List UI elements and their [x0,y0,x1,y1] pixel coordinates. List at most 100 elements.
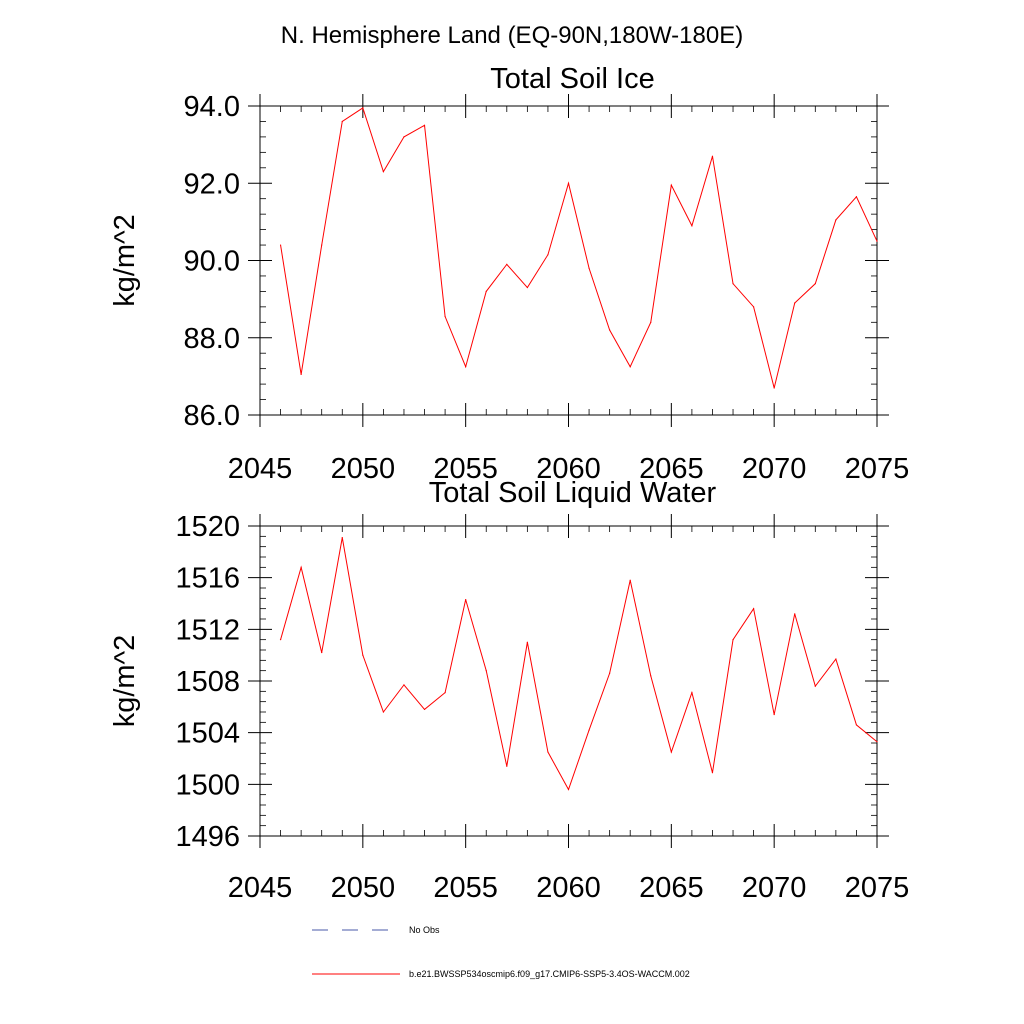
data-point [362,107,364,109]
x-tick-label: 2065 [639,872,704,904]
data-point [609,329,611,331]
data-point [835,658,837,660]
data-point [382,711,384,713]
y-tick-label: 92.0 [184,168,240,200]
y-axis-label: kg/m^2 [109,214,141,307]
x-tick-label: 2070 [742,453,807,485]
y-tick-label: 1512 [175,614,240,646]
data-point [650,675,652,677]
data-point [814,685,816,687]
x-tick-label: 2075 [845,872,910,904]
x-tick-label: 2055 [433,872,498,904]
data-point [773,387,775,389]
x-tick-label: 2055 [433,453,498,485]
data-point [794,302,796,304]
data-point [444,315,446,318]
data-point [506,765,508,767]
x-tick-label: 2060 [536,453,601,485]
data-point [382,171,384,173]
data-point [279,244,282,246]
data-point [300,566,302,568]
data-point [650,321,652,323]
y-tick-label: 1520 [175,511,240,543]
x-tick-label: 2065 [639,453,704,485]
x-tick-label: 2050 [331,453,396,485]
x-tick-label: 2075 [845,453,910,485]
data-point [876,741,878,743]
data-point [670,751,672,753]
data-point [547,254,549,256]
data-point [465,366,467,368]
data-point [465,599,467,601]
data-point [403,136,405,138]
data-point [835,219,837,221]
data-point [588,729,590,731]
data-point [423,708,426,711]
x-tick-label: 2050 [331,872,396,904]
legend: No Obs b.e21.BWSSP534oscmip6.f09_g17.CMI… [312,925,690,979]
data-point [321,651,323,654]
y-tick-label: 1508 [175,666,240,698]
x-tick-label: 2070 [742,872,807,904]
panel-total-soil-ice: Total Soil Ice 2045 2050 2055 2060 2065 2070 20… [109,63,909,485]
panel-total-soil-liquid-water: Total Soil Liquid Water 2045 2050 2055 2060 2… [109,477,909,904]
data-point [506,263,508,265]
y-tick-label: 1496 [175,821,240,853]
data-point [855,724,858,726]
data-point [444,692,446,694]
data-point [526,641,528,643]
data-point [876,240,878,242]
series-line [280,107,878,389]
data-point [732,639,734,641]
data-point [753,608,755,610]
data-point [855,196,858,198]
x-tick-label: 2045 [228,872,293,904]
data-point [321,244,323,246]
data-point [423,124,426,126]
data-point [300,373,302,376]
data-point [629,366,631,368]
data-point [362,654,364,656]
plot-frame [259,105,878,416]
data-point [773,713,775,716]
data-point [629,579,631,581]
data-point [670,184,672,186]
y-tick-label: 1504 [175,718,240,750]
y-tick-label: 86.0 [184,400,240,432]
data-point [794,613,796,615]
legend-label-model: b.e21.BWSSP534oscmip6.f09_g17.CMIP6-SSP5… [409,969,690,979]
x-tick-label: 2060 [536,872,601,904]
y-axis-label: kg/m^2 [109,635,141,728]
chart-title: Total Soil Ice [490,63,654,95]
chart-title: Total Soil Liquid Water [429,477,717,509]
data-point [691,225,693,227]
data-point [753,306,755,308]
x-tick-label: 2045 [228,453,293,485]
data-point [732,283,734,285]
y-tick-label: 88.0 [184,323,240,355]
data-point [691,692,693,694]
legend-label-no-obs: No Obs [409,925,440,935]
data-point [547,751,549,753]
data-point [588,267,590,269]
series-line [280,537,878,791]
data-point [279,639,282,641]
data-point [526,286,528,289]
data-point [567,788,570,791]
data-point [341,120,343,123]
figure-title: N. Hemisphere Land (EQ-90N,180W-180E) [281,22,743,49]
data-point [567,182,570,184]
data-point [485,670,487,672]
y-tick-label: 1500 [175,769,240,801]
data-point [711,155,714,157]
data-point [341,537,343,539]
y-tick-label: 94.0 [184,91,240,123]
data-point [814,283,816,285]
y-tick-label: 1516 [175,563,240,595]
data-point [711,772,714,774]
data-point [485,290,487,292]
y-tick-label: 90.0 [184,246,240,278]
data-point [609,672,611,674]
data-point [403,684,405,686]
